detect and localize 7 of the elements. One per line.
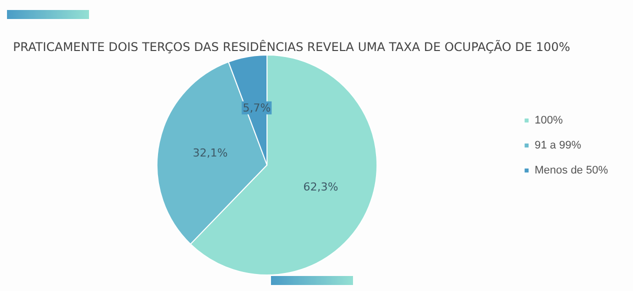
data-label: 5,7% bbox=[242, 101, 271, 114]
legend-label: 91 a 99% bbox=[534, 140, 582, 152]
legend-label: Menos de 50% bbox=[534, 164, 608, 176]
data-label: 62,3% bbox=[303, 180, 338, 194]
chart-title: PRATICAMENTE DOIS TERÇOS DAS RESIDÊNCIAS REVELA UMA TAXA DE OCUPAÇÃO DE 100% bbox=[13, 39, 570, 54]
data-label: 32,1% bbox=[192, 146, 228, 160]
legend-label: 100% bbox=[534, 114, 563, 126]
